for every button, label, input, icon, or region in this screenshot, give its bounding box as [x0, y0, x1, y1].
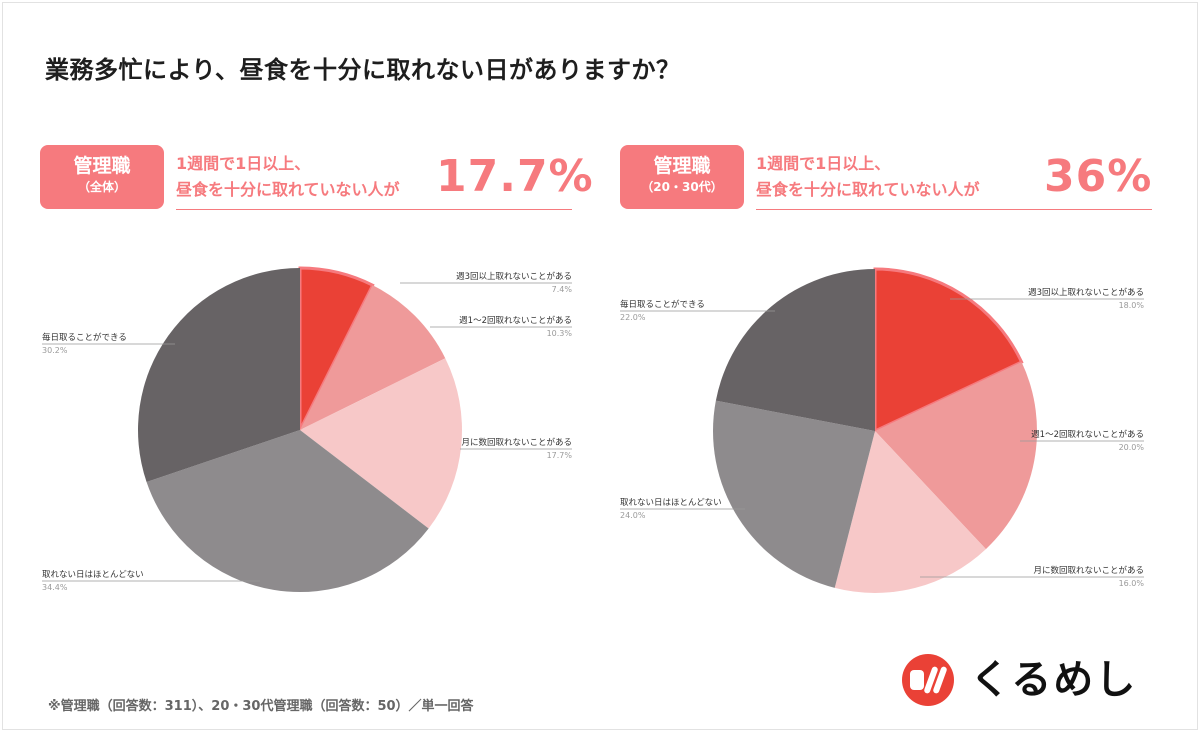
slice-category-label: 取れない日はほとんどない — [42, 570, 144, 580]
headline: 1週間で1日以上、 昼食を十分に取れていない人が — [756, 151, 980, 203]
slice-value-label: 10.3% — [547, 329, 573, 338]
slice-monthly-few — [834, 431, 986, 593]
slice-value-label: 22.0% — [620, 313, 646, 322]
headline: 1週間で1日以上、 昼食を十分に取れていない人が — [176, 151, 400, 203]
slice-daily — [715, 269, 875, 431]
headline-underline — [176, 209, 572, 210]
footnote: ※管理職（回答数：311）、20・30代管理職（回答数：50）／単一回答 — [48, 699, 474, 714]
badge-title: 管理職 — [653, 155, 711, 177]
highlight-value: 17.7% — [436, 151, 594, 202]
brand-name: くるめし — [970, 657, 1138, 703]
slice-category-label: 週1〜2回取れないことがある — [1031, 429, 1144, 440]
badge-subtitle: （20・30代） — [641, 180, 723, 194]
slice-rarely — [713, 400, 875, 588]
kurumeshi-logo-icon — [902, 654, 954, 706]
panel-all-managers: 管理職 （全体） 1週間で1日以上、 昼食を十分に取れていない人が 17.7% … — [40, 145, 593, 615]
slice-value-label: 18.0% — [1119, 301, 1145, 310]
slice-value-label: 17.7% — [547, 451, 573, 460]
slice-category-label: 毎日取ることができる — [620, 299, 705, 310]
highlight-value: 36% — [1044, 151, 1153, 202]
slice-value-label: 30.2% — [42, 346, 68, 355]
badge-subtitle: （全体） — [77, 180, 126, 194]
slice-weekly-1-2 — [875, 362, 1037, 550]
category-badge: 管理職 （全体） — [40, 145, 164, 209]
slice-category-label: 週3回以上取れないことがある — [1028, 287, 1144, 298]
slice-daily — [138, 268, 300, 482]
panel-20s-30s-managers: 管理職 （20・30代） 1週間で1日以上、 昼食を十分に取れていない人が 36… — [620, 145, 1160, 615]
slice-weekly-3-plus — [873, 267, 1024, 434]
slice-category-label: 月に数回取れないことがある — [461, 437, 572, 448]
headline-line-2: 昼食を十分に取れていない人が — [756, 180, 980, 199]
page-title: 業務多忙により、昼食を十分に取れない日がありますか？ — [45, 56, 681, 84]
brand-logo: くるめし — [900, 650, 1160, 710]
headline-line-1: 1週間で1日以上、 — [756, 154, 891, 173]
slice-value-label: 20.0% — [1119, 443, 1145, 452]
headline-line-2: 昼食を十分に取れていない人が — [176, 180, 400, 199]
category-badge: 管理職 （20・30代） — [620, 145, 744, 209]
slice-value-label: 34.4% — [42, 583, 68, 592]
slice-category-label: 取れない日はほとんどない — [620, 498, 722, 508]
slice-category-label: 週1〜2回取れないことがある — [459, 315, 572, 326]
slice-category-label: 毎日取ることができる — [42, 332, 127, 343]
pie-chart-all-managers: 週3回以上取れないことがある 7.4% 週1〜2回取れないことがある 10.3% 月に数… — [42, 266, 573, 592]
pie-chart-20s-30s-managers: 週3回以上取れないことがある 18.0% 週1〜2回取れないことがある 20.0% 月に… — [620, 267, 1145, 593]
slice-value-label: 7.4% — [552, 285, 573, 294]
slice-category-label: 週3回以上取れないことがある — [456, 271, 572, 282]
slice-rarely — [146, 430, 429, 592]
badge-title: 管理職 — [73, 155, 131, 177]
slice-weekly-3-plus — [298, 266, 375, 431]
headline-underline — [756, 209, 1152, 210]
headline-line-1: 1週間で1日以上、 — [176, 154, 311, 173]
slice-category-label: 月に数回取れないことがある — [1033, 565, 1144, 576]
slice-monthly-few — [300, 358, 462, 529]
slice-weekly-1-2 — [300, 285, 446, 430]
slice-value-label: 16.0% — [1119, 579, 1145, 588]
slice-value-label: 24.0% — [620, 511, 646, 520]
